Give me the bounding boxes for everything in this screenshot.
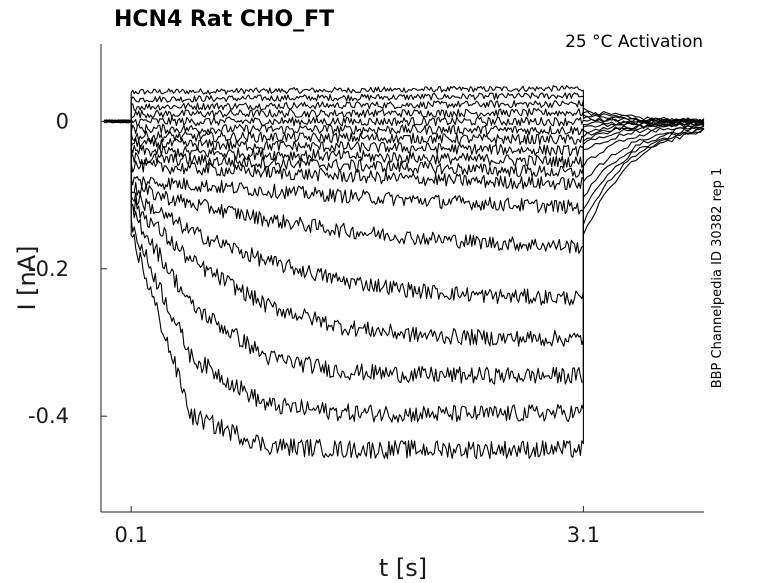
x-tick-label: 0.1 bbox=[114, 523, 147, 547]
trace-12 bbox=[103, 119, 705, 215]
chart-title: HCN4 Rat CHO_FT bbox=[114, 7, 334, 32]
x-ticks-group: 0.1 3.1 bbox=[114, 506, 600, 547]
trace-7 bbox=[103, 119, 705, 146]
traces-group bbox=[103, 85, 705, 459]
trace-13 bbox=[103, 119, 705, 254]
trace-8 bbox=[103, 119, 705, 157]
side-label: BBP Channelpedia ID 30382 rep 1 bbox=[710, 168, 725, 389]
trace-16 bbox=[103, 119, 705, 385]
trace-5 bbox=[103, 116, 705, 127]
trace-15 bbox=[103, 119, 705, 347]
trace-2 bbox=[103, 92, 705, 124]
y-tick-label: 0 bbox=[56, 109, 69, 133]
trace-4 bbox=[103, 108, 705, 124]
trace-11 bbox=[103, 119, 705, 191]
trace-14 bbox=[103, 119, 705, 306]
trace-1 bbox=[103, 85, 705, 123]
trace-10 bbox=[103, 119, 705, 178]
chart-annotation: 25 °C Activation bbox=[565, 32, 703, 52]
trace-17 bbox=[103, 119, 705, 423]
y-tick-label: -0.2 bbox=[28, 257, 69, 281]
y-ticks-group: 0 -0.2 -0.4 bbox=[28, 109, 107, 428]
trace-9 bbox=[103, 119, 705, 168]
x-axis-label: t [s] bbox=[379, 554, 427, 582]
y-axis-label: I [nA] bbox=[13, 245, 41, 310]
trace-18 bbox=[103, 119, 705, 459]
x-tick-label: 3.1 bbox=[567, 523, 600, 547]
trace-6 bbox=[103, 119, 705, 136]
trace-3 bbox=[103, 99, 705, 124]
y-tick-label: -0.4 bbox=[28, 404, 69, 428]
